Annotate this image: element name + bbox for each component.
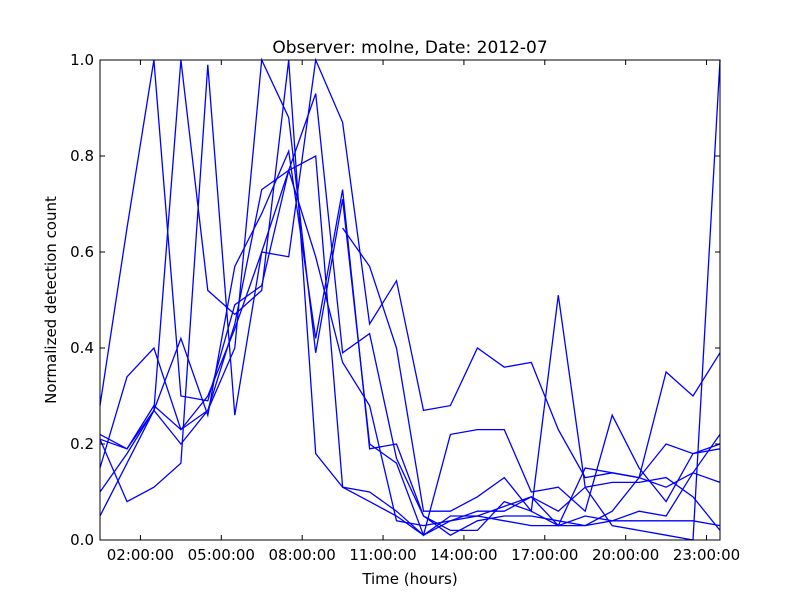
x-tick-label: 05:00:00: [188, 546, 255, 564]
series-line-6: [99, 154, 721, 536]
y-tick-label: 1.0: [70, 51, 94, 69]
x-tick-label: 17:00:00: [511, 546, 578, 564]
chart-title: Observer: molne, Date: 2012-07: [272, 38, 547, 58]
y-axis-label: Normalized detection count: [42, 196, 60, 404]
y-tick-label: 0.0: [70, 531, 94, 549]
x-tick-label: 02:00:00: [107, 546, 174, 564]
series-layer: [99, 57, 721, 541]
series-line-5: [99, 57, 721, 537]
x-tick-label: 14:00:00: [430, 546, 497, 564]
plot-frame: [99, 59, 721, 541]
series-line-1: [99, 59, 721, 536]
x-tick-label: 23:00:00: [673, 546, 740, 564]
x-tick-label: 08:00:00: [268, 546, 335, 564]
x-tick-label: 20:00:00: [592, 546, 659, 564]
series-line-7: [342, 59, 721, 541]
y-tick-label: 0.4: [70, 339, 94, 357]
x-axis-label: Time (hours): [361, 570, 457, 588]
y-tick-label: 0.6: [70, 243, 94, 261]
y-axis-ticks: 0.0 0.2 0.4 0.6 0.8 1.0: [70, 51, 720, 549]
x-tick-label: 11:00:00: [349, 546, 416, 564]
series-line-8: [99, 168, 721, 527]
y-tick-label: 0.2: [70, 435, 94, 453]
plot-area: [100, 60, 720, 540]
y-tick-label: 0.8: [70, 147, 94, 165]
x-axis-ticks: 02:00:00 05:00:00 08:00:00 11:00:00 14:00:00…: [107, 60, 740, 564]
